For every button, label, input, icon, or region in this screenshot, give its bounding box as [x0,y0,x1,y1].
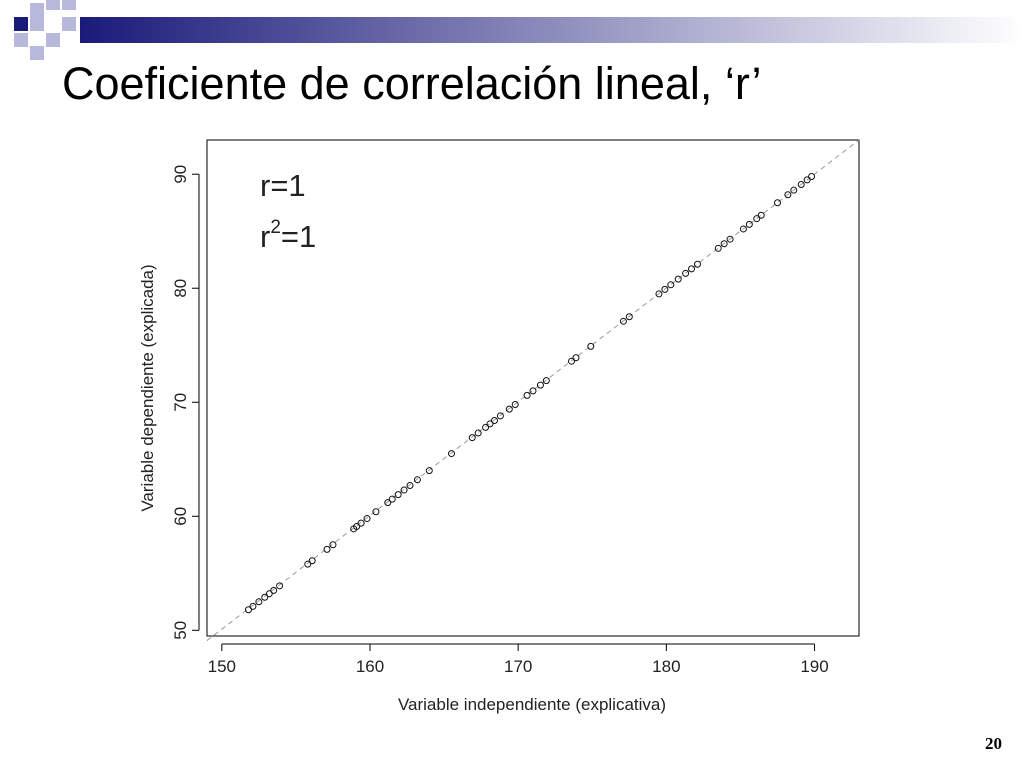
r-squared-base: r [260,219,270,254]
data-point [720,240,728,248]
data-point [304,560,312,568]
data-point [542,377,550,385]
data-point [536,381,544,389]
page-number: 20 [985,734,1002,753]
data-point [505,405,513,413]
deco-square [14,33,28,47]
data-point [803,176,811,184]
x-tick-label: 190 [800,657,828,676]
data-point [400,486,408,494]
data-point [384,499,392,507]
r-squared-value: =1 [281,219,316,254]
data-point [244,606,252,614]
data-point [808,172,816,180]
data-point [255,598,263,606]
data-point [688,265,696,273]
data-point [619,317,627,325]
slide-title: Coeficiente de correlación lineal, ‘r’ [62,58,762,109]
data-point [308,557,316,565]
data-point [474,429,482,437]
data-point [363,515,371,523]
y-tick-label: 60 [171,507,190,526]
x-tick-label: 170 [504,657,532,676]
data-point [329,541,337,549]
data-point [353,523,361,531]
data-point [568,357,576,365]
deco-square [30,3,44,17]
x-axis: 150 160 170 180 190 [208,643,829,676]
data-point [693,260,701,268]
deco-square [30,17,44,31]
data-point [413,476,421,484]
x-tick-label: 180 [652,657,680,676]
x-tick-label: 160 [356,657,384,676]
plot-frame [206,139,860,637]
y-tick-label: 80 [171,279,190,298]
r-squared-annotation: r2=1 [260,217,316,254]
data-point [468,434,476,442]
header-decoration [14,0,1024,60]
data-point [270,586,278,594]
y-tick-label: 50 [171,621,190,640]
data-point [682,269,690,277]
y-tick-label: 70 [171,393,190,412]
deco-square [62,0,76,10]
data-point [406,481,414,489]
data-point [261,593,269,601]
data-point [394,491,402,499]
data-point [482,423,490,431]
data-point [523,391,531,399]
data-point [372,508,380,516]
data-point [797,180,805,188]
x-axis-label: Variable independiente (explicativa) [398,695,666,714]
data-points [244,172,816,614]
data-point [674,275,682,283]
data-point [661,285,669,293]
r-squared-exponent: 2 [270,217,281,238]
data-point [757,211,765,219]
y-axis-label: Variable dependiente (explicada) [138,264,157,511]
data-point [790,186,798,194]
data-point [529,387,537,395]
deco-square [46,33,60,47]
deco-square [62,17,76,31]
data-point [425,467,433,475]
r-annotation: r=1 [260,168,306,203]
data-point [726,235,734,243]
y-axis: 50 60 70 80 90 [171,165,200,640]
data-point [511,401,519,409]
data-point [714,244,722,252]
data-point [496,412,504,420]
data-point [753,215,761,223]
data-point [667,281,675,289]
data-point [739,225,747,233]
y-tick-label: 90 [171,165,190,184]
header-gradient-band [80,17,1024,43]
data-point [587,342,595,350]
data-point [357,519,365,527]
data-point [388,495,396,503]
data-point [486,420,494,428]
reference-line [206,139,860,641]
deco-square [46,0,60,10]
data-point [745,220,753,228]
deco-square [14,17,28,31]
data-point [774,199,781,207]
data-point [572,354,580,362]
x-tick-label: 150 [208,657,236,676]
data-point [784,191,792,199]
data-point [265,590,273,598]
data-point [490,416,498,424]
data-point [323,545,331,553]
data-point [276,582,284,590]
data-point [655,290,663,298]
deco-square [30,46,44,60]
data-point [448,450,455,458]
data-point [249,602,257,610]
data-point [625,313,633,321]
